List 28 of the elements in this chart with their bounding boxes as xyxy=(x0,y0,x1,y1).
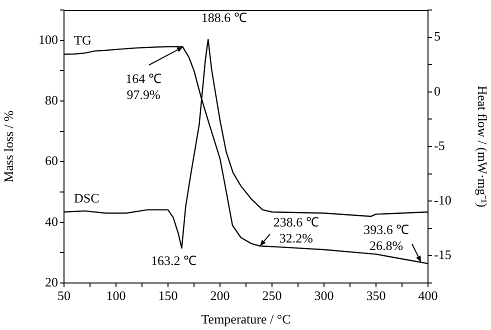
x-tick-label: 400 xyxy=(418,288,438,304)
y-tick-label: 80 xyxy=(45,92,58,108)
y2-tick-label: -15 xyxy=(434,247,452,262)
annotation: 164 ℃ 97.9% xyxy=(126,71,162,102)
x-tick-label: 350 xyxy=(366,288,386,304)
x-tick-label: 50 xyxy=(58,288,70,304)
y2-tick-label: -5 xyxy=(434,138,445,153)
annotation: 238.6 ℃ 32.2% xyxy=(273,214,319,246)
x-tick-label: 150 xyxy=(158,288,178,304)
x-tick-label: 100 xyxy=(106,288,126,304)
y-tick-label: 40 xyxy=(45,214,58,229)
y-tick-label: 60 xyxy=(45,153,58,168)
x-tick-label: 250 xyxy=(262,288,282,304)
x-tick-label: 300 xyxy=(314,288,334,304)
y-tick-label: 20 xyxy=(45,274,58,290)
x-axis-title: Temperature / °C xyxy=(201,312,291,327)
annotation: 188.6 ℃ xyxy=(201,10,247,25)
y2-axis-title: Heat flow / (mW·mg⁻¹) xyxy=(474,86,490,208)
series-label: DSC xyxy=(74,190,100,206)
y2-tick-label: 5 xyxy=(434,28,440,44)
y2-tick-label: -10 xyxy=(434,192,452,208)
annotation: 163.2 ℃ xyxy=(150,253,196,268)
series-label: TG xyxy=(74,32,92,48)
annotation: 393.6 ℃ 26.8% xyxy=(364,222,410,253)
y-tick-label: 100 xyxy=(38,32,58,47)
x-tick-label: 200 xyxy=(210,288,230,304)
y2-tick-label: 0 xyxy=(434,83,440,98)
y-axis-title: Mass loss / % xyxy=(1,110,16,182)
